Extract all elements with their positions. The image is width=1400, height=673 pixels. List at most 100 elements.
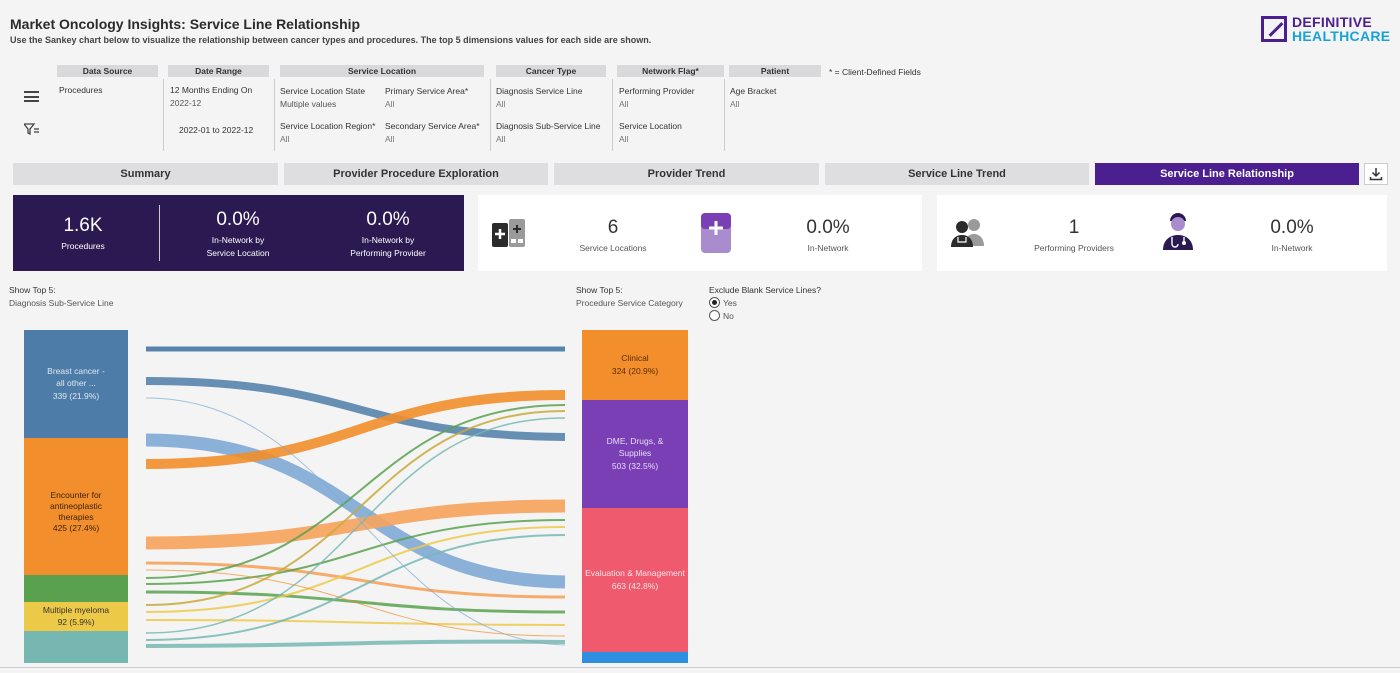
node-label-breast-value: 339 (21.9%)	[53, 391, 99, 401]
kpi-service-locations-label: Service Locations	[579, 243, 647, 253]
download-icon	[1369, 168, 1383, 181]
primary-service-area-filter[interactable]: Primary Service Area* All	[385, 86, 468, 109]
diagnosis-sub-service-line-filter[interactable]: Diagnosis Sub-Service Line All	[496, 121, 600, 144]
dssl-value: All	[496, 134, 506, 144]
filter-head-service-location: Service Location	[280, 65, 484, 77]
left-dimension-label: Diagnosis Sub-Service Line	[9, 298, 114, 308]
right-top5-selector[interactable]: Show Top 5: Procedure Service Category	[576, 285, 683, 308]
radio-no-label: No	[723, 310, 734, 321]
logo-mark-icon	[1261, 16, 1287, 42]
filter-service-location: Service Location	[280, 65, 484, 77]
filter-icon[interactable]	[22, 123, 40, 138]
kpi-sl-in-network-value: 0.0%	[806, 217, 850, 238]
flow	[145, 561, 566, 599]
filter-head-date-range: Date Range	[168, 65, 269, 77]
kpi-procedures-label: Procedures	[61, 241, 105, 251]
node-label-clinical-value: 324 (20.9%)	[612, 366, 658, 376]
node-teal	[24, 631, 128, 663]
node-label-dme-1: DME, Drugs, &	[607, 436, 664, 446]
kpi-procedures: 1.6K Procedures	[33, 215, 133, 252]
node-clinical	[582, 330, 688, 400]
filter-network-flag: Network Flag*	[617, 65, 724, 77]
node-label-breast-1: Breast cancer -	[47, 366, 105, 376]
filter-date-range: Date Range	[168, 65, 269, 77]
flow	[145, 590, 566, 614]
logo-line2: HEALTHCARE	[1292, 28, 1391, 44]
flow	[145, 417, 566, 634]
right-show-label: Show Top 5:	[576, 285, 623, 295]
flow	[145, 410, 566, 606]
kpi-in-network-pp: 0.0% In-Network by Performing Provider	[328, 209, 448, 259]
date-range-filter[interactable]: 12 Months Ending On 2022-12	[170, 85, 252, 108]
radio-no[interactable]: No	[709, 310, 734, 321]
flow	[145, 619, 566, 626]
flow	[145, 390, 566, 469]
flow	[145, 639, 566, 648]
node-label-myeloma: Multiple myeloma	[43, 605, 109, 615]
node-label-breast-2: all other ...	[56, 378, 96, 388]
secondary-service-area-filter[interactable]: Secondary Service Area* All	[385, 121, 480, 144]
node-label-em-value: 663 (42.8%)	[612, 581, 658, 591]
kpi-providers-card: 1 Performing Providers 0.0% In-Network	[937, 195, 1387, 271]
tab-summary[interactable]: Summary	[13, 163, 278, 185]
definitive-healthcare-logo[interactable]: DEFINITIVE HEALTHCARE	[1261, 15, 1390, 43]
kpi-in-network-sl-label1: In-Network by	[211, 235, 265, 245]
tab-provider-procedure-exploration[interactable]: Provider Procedure Exploration	[284, 163, 548, 185]
ssa-value: All	[385, 134, 395, 144]
node-label-dme-2: Supplies	[619, 448, 652, 458]
service-location-flag-filter[interactable]: Service Location All	[619, 121, 682, 144]
footer-divider	[0, 667, 1400, 668]
performing-provider-flag-filter[interactable]: Performing Provider All	[619, 86, 695, 109]
kpi-pp-in-network-value: 0.0%	[1270, 217, 1314, 238]
doctor-icon	[1163, 213, 1193, 250]
filter-data-source: Data Source	[57, 65, 158, 77]
ssa-label: Secondary Service Area*	[385, 121, 480, 131]
filter-head-network-flag: Network Flag*	[617, 65, 724, 77]
divider	[490, 79, 491, 151]
service-location-state-filter[interactable]: Service Location State Multiple values	[280, 86, 365, 109]
node-label-encounter-1: Encounter for	[50, 490, 101, 500]
node-blue	[582, 652, 688, 663]
node-label-dme-value: 503 (32.5%)	[612, 461, 658, 471]
node-label-encounter-value: 425 (27.4%)	[53, 523, 99, 533]
flow	[145, 569, 566, 637]
radio-yes-label: Yes	[723, 297, 737, 308]
kpi-divider	[159, 205, 160, 261]
page-title: Market Oncology Insights: Service Line R…	[10, 16, 361, 32]
data-source-value[interactable]: Procedures	[59, 85, 103, 95]
sl-flag-value: All	[619, 134, 629, 144]
date-range-span[interactable]: 2022-01 to 2022-12	[179, 125, 254, 135]
sl-flag-label: Service Location	[619, 121, 682, 131]
dssl-label: Diagnosis Sub-Service Line	[496, 121, 601, 131]
diagnosis-service-line-filter[interactable]: Diagnosis Service Line All	[496, 86, 582, 109]
kpi-in-network-sl: 0.0% In-Network by Service Location	[178, 209, 298, 259]
kpi-performing-providers: 1 Performing Providers	[1019, 217, 1129, 254]
sl-state-label: Service Location State	[280, 86, 366, 96]
service-location-region-filter[interactable]: Service Location Region* All	[280, 121, 375, 144]
tab-service-line-relationship[interactable]: Service Line Relationship	[1095, 163, 1359, 185]
filter-head-patient: Patient	[729, 65, 821, 77]
sl-region-value: All	[280, 134, 290, 144]
radio-yes-button[interactable]	[709, 297, 720, 308]
psa-label: Primary Service Area*	[385, 86, 469, 96]
page-subtitle: Use the Sankey chart below to visualize …	[10, 35, 652, 45]
hamburger-menu-icon[interactable]	[24, 91, 39, 102]
radio-no-button[interactable]	[709, 310, 720, 321]
age-bracket-label: Age Bracket	[730, 86, 777, 96]
filter-cancer-type: Cancer Type	[496, 65, 606, 77]
download-button[interactable]	[1364, 163, 1388, 185]
node-green	[24, 575, 128, 602]
tab-service-line-trend[interactable]: Service Line Trend	[825, 163, 1089, 185]
filter-head-data-source: Data Source	[57, 65, 158, 77]
kpi-in-network-pp-label1: In-Network by	[361, 235, 415, 245]
age-bracket-filter[interactable]: Age Bracket All	[730, 86, 776, 109]
left-top5-selector[interactable]: Show Top 5: Diagnosis Sub-Service Line	[9, 285, 113, 308]
medical-clipboard-icon	[701, 213, 731, 253]
node-label-encounter-2: antineoplastic	[50, 501, 103, 511]
tab-provider-trend[interactable]: Provider Trend	[554, 163, 819, 185]
right-dimension-label: Procedure Service Category	[576, 298, 683, 308]
node-multiple-myeloma	[24, 602, 128, 631]
flow	[145, 377, 566, 441]
kpi-performing-providers-value: 1	[1068, 217, 1080, 238]
radio-yes[interactable]: Yes	[709, 297, 737, 308]
